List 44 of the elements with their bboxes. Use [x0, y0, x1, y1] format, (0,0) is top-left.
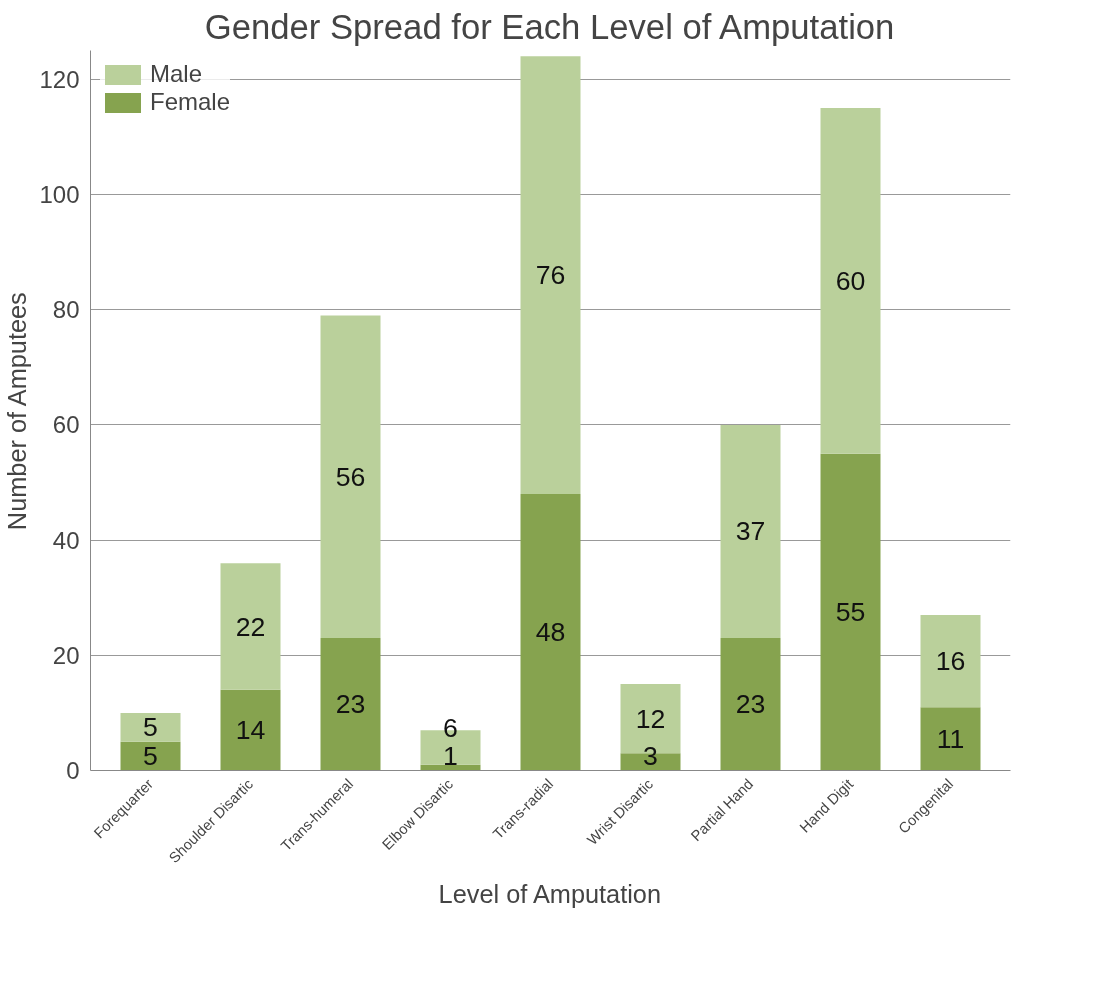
data-label: 55 [835, 597, 866, 628]
legend-label: Female [150, 88, 231, 116]
bar [920, 707, 981, 771]
data-label: 14 [235, 715, 266, 746]
data-label: 56 [335, 461, 366, 492]
bar [320, 315, 381, 639]
data-label: 5 [143, 712, 158, 743]
y-tick-label: 40 [52, 526, 80, 554]
y-axis-title: Number of Amputees [3, 292, 32, 531]
y-tick-label: 80 [52, 296, 80, 324]
y-tick-label: 100 [39, 181, 80, 208]
data-label: 48 [535, 617, 566, 648]
data-label: 3 [643, 741, 658, 772]
data-label: 60 [835, 265, 866, 296]
bar [320, 638, 381, 771]
chart-title: Gender Spread for Each Level of Amputation [204, 7, 895, 46]
data-label: 23 [735, 689, 766, 720]
bar [220, 563, 281, 690]
data-label: 23 [335, 689, 366, 720]
bar [720, 424, 781, 639]
bar [920, 614, 981, 708]
data-label: 22 [235, 611, 266, 642]
y-tick-label: 20 [52, 641, 80, 669]
data-label: 1 [443, 741, 458, 772]
bar [820, 453, 881, 771]
y-tick-label: 120 [39, 65, 80, 93]
bar [520, 494, 581, 771]
bar [520, 56, 581, 495]
data-label: 37 [735, 516, 766, 547]
data-label: 11 [936, 723, 965, 754]
bar [120, 712, 181, 742]
legend-label: Male [150, 60, 203, 88]
x-axis-title: Level of Amputation [438, 879, 662, 908]
y-tick-label: 0 [66, 757, 80, 784]
data-label: 5 [143, 741, 158, 772]
bar [820, 108, 881, 454]
data-label: 12 [635, 703, 666, 734]
y-tick-label: 60 [52, 411, 80, 439]
bar [220, 689, 281, 771]
bar [120, 741, 181, 771]
bar [720, 638, 781, 771]
data-label: 6 [443, 712, 458, 743]
data-label: 16 [935, 646, 966, 677]
data-label: 76 [535, 260, 566, 291]
